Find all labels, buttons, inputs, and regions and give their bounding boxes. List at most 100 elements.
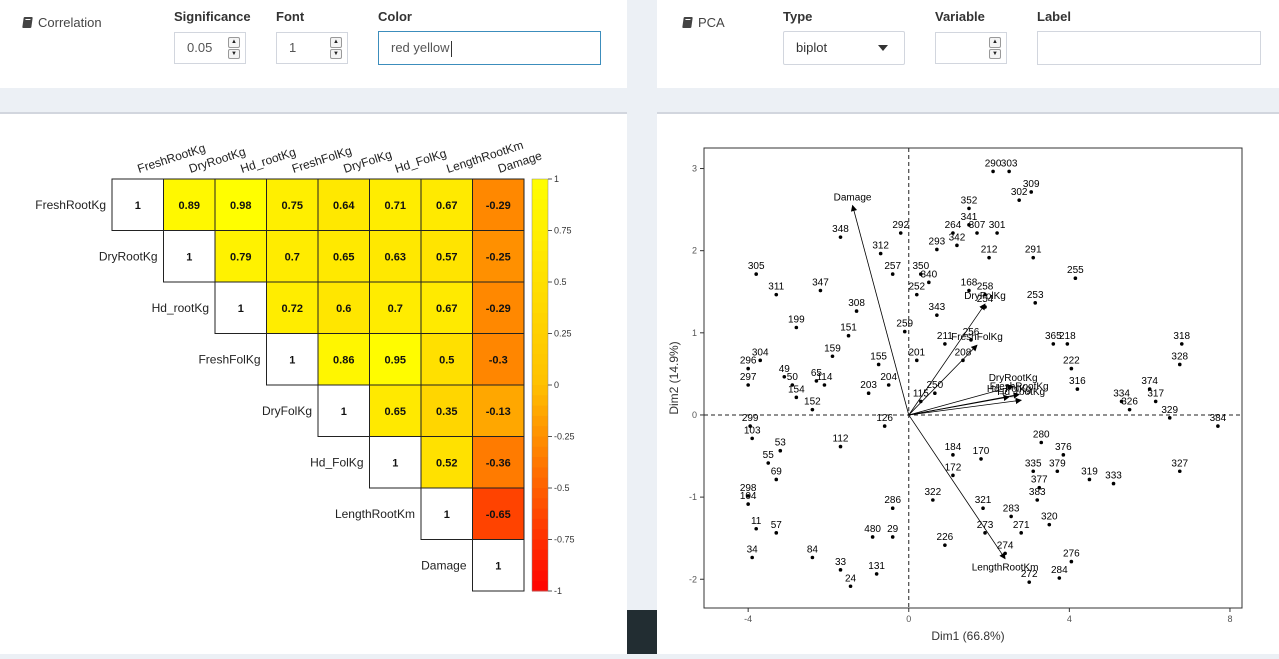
- cell-value: 0.65: [385, 406, 406, 418]
- point-label: 480: [864, 524, 881, 535]
- point-label: 348: [832, 224, 849, 235]
- cell-value: 0.98: [230, 200, 251, 212]
- spin-down-icon[interactable]: ▼: [989, 48, 1001, 59]
- data-point: [1029, 190, 1034, 194]
- data-point: [1087, 477, 1092, 482]
- point-label: 321: [975, 495, 992, 506]
- book-icon: [682, 17, 693, 28]
- data-point: [774, 531, 779, 535]
- data-point: [975, 231, 979, 235]
- spin-up-icon[interactable]: ▲: [228, 37, 240, 48]
- cell-value: -0.3: [489, 354, 508, 366]
- matrix-cell: [266, 281, 319, 334]
- legend-segment: [532, 488, 548, 499]
- data-point: [919, 399, 923, 404]
- data-point: [1069, 559, 1074, 564]
- point-label: 199: [788, 315, 805, 326]
- data-point: [1047, 522, 1052, 527]
- font-spinner[interactable]: ▲ ▼: [330, 37, 342, 59]
- cell-value: -0.13: [486, 406, 511, 418]
- matrix-cell: [317, 281, 370, 334]
- point-label: 298: [740, 483, 757, 494]
- matrix-cell: [369, 281, 422, 334]
- type-value: biplot: [796, 40, 828, 55]
- point-label: 264: [945, 220, 962, 231]
- data-point: [1019, 531, 1023, 535]
- data-point: [748, 424, 752, 428]
- point-label: 284: [1051, 565, 1068, 576]
- data-point: [794, 325, 799, 330]
- data-point: [1147, 387, 1152, 391]
- data-point: [898, 231, 903, 235]
- point-label: 84: [807, 545, 819, 556]
- legend-segment: [532, 385, 548, 396]
- type-select[interactable]: biplot: [783, 31, 905, 65]
- loading-label: DryFolKg: [964, 291, 1006, 302]
- row-label: Damage: [421, 558, 467, 572]
- correlation-matrix-plot: FreshRootKgFreshRootKgDryRootKgDryRootKg…: [35, 138, 574, 596]
- cell-value: 1: [238, 303, 244, 315]
- variable-spinner[interactable]: ▲ ▼: [989, 37, 1001, 59]
- point-label: 376: [1055, 442, 1072, 453]
- font-input[interactable]: 1 ▲ ▼: [276, 32, 348, 64]
- point-label: 272: [1021, 569, 1038, 580]
- legend-tick-label: 1: [554, 174, 559, 184]
- point-label: 69: [771, 466, 783, 477]
- legend-segment: [532, 395, 548, 407]
- legend-segment: [532, 446, 548, 458]
- variable-input[interactable]: ▲ ▼: [935, 32, 1007, 64]
- spin-up-icon[interactable]: ▲: [989, 37, 1001, 48]
- point-label: 114: [816, 372, 832, 383]
- cell-value: 0.7: [388, 303, 403, 315]
- cell-value: 0.64: [333, 200, 355, 212]
- matrix-cell: [214, 230, 267, 283]
- point-label: 50: [787, 372, 799, 383]
- legend-segment: [532, 302, 548, 314]
- cell-value: -0.25: [486, 251, 511, 263]
- spin-down-icon[interactable]: ▼: [228, 48, 240, 59]
- legend-tick-label: 0.5: [554, 277, 567, 287]
- point-label: 208: [955, 347, 972, 358]
- point-label: 291: [1025, 245, 1042, 256]
- sidebar-edge: [627, 610, 657, 654]
- point-label: 151: [840, 323, 857, 334]
- data-point: [890, 272, 895, 276]
- color-input[interactable]: red yellow: [378, 31, 601, 65]
- point-label: 301: [989, 220, 1006, 231]
- point-label: 159: [824, 343, 841, 354]
- column-label: Hd_rootKg: [239, 145, 298, 176]
- legend-segment: [532, 292, 548, 304]
- matrix-cell: [420, 333, 473, 386]
- spin-down-icon[interactable]: ▼: [330, 48, 342, 59]
- data-point: [1027, 580, 1032, 584]
- point-label: 112: [833, 434, 849, 445]
- pca-box-title: PCA: [682, 15, 725, 30]
- data-point: [882, 424, 887, 428]
- spin-up-icon[interactable]: ▲: [330, 37, 342, 48]
- point-label: 318: [1173, 331, 1190, 342]
- loading-arrow: [908, 384, 1014, 416]
- point-label: 212: [981, 245, 998, 256]
- label-input[interactable]: [1037, 31, 1261, 65]
- data-point: [774, 292, 779, 297]
- cell-value: -0.65: [486, 509, 511, 521]
- significance-spinner[interactable]: ▲ ▼: [228, 37, 240, 59]
- cell-value: 0.71: [385, 200, 406, 212]
- data-point: [778, 448, 783, 453]
- legend-segment: [532, 405, 548, 417]
- matrix-cell: [317, 230, 370, 283]
- data-point: [750, 436, 754, 441]
- point-label: 308: [848, 298, 865, 309]
- cell-value: 0.52: [436, 457, 457, 469]
- data-point: [1003, 551, 1007, 556]
- legend-segment: [532, 199, 548, 211]
- point-label: 297: [740, 372, 757, 383]
- data-point: [1039, 440, 1044, 445]
- point-label: 304: [752, 347, 769, 358]
- point-label: 255: [1067, 265, 1084, 276]
- data-point: [951, 231, 955, 235]
- point-label: 307: [969, 220, 986, 231]
- significance-input[interactable]: 0.05 ▲ ▼: [174, 32, 246, 64]
- point-label: 350: [912, 261, 929, 272]
